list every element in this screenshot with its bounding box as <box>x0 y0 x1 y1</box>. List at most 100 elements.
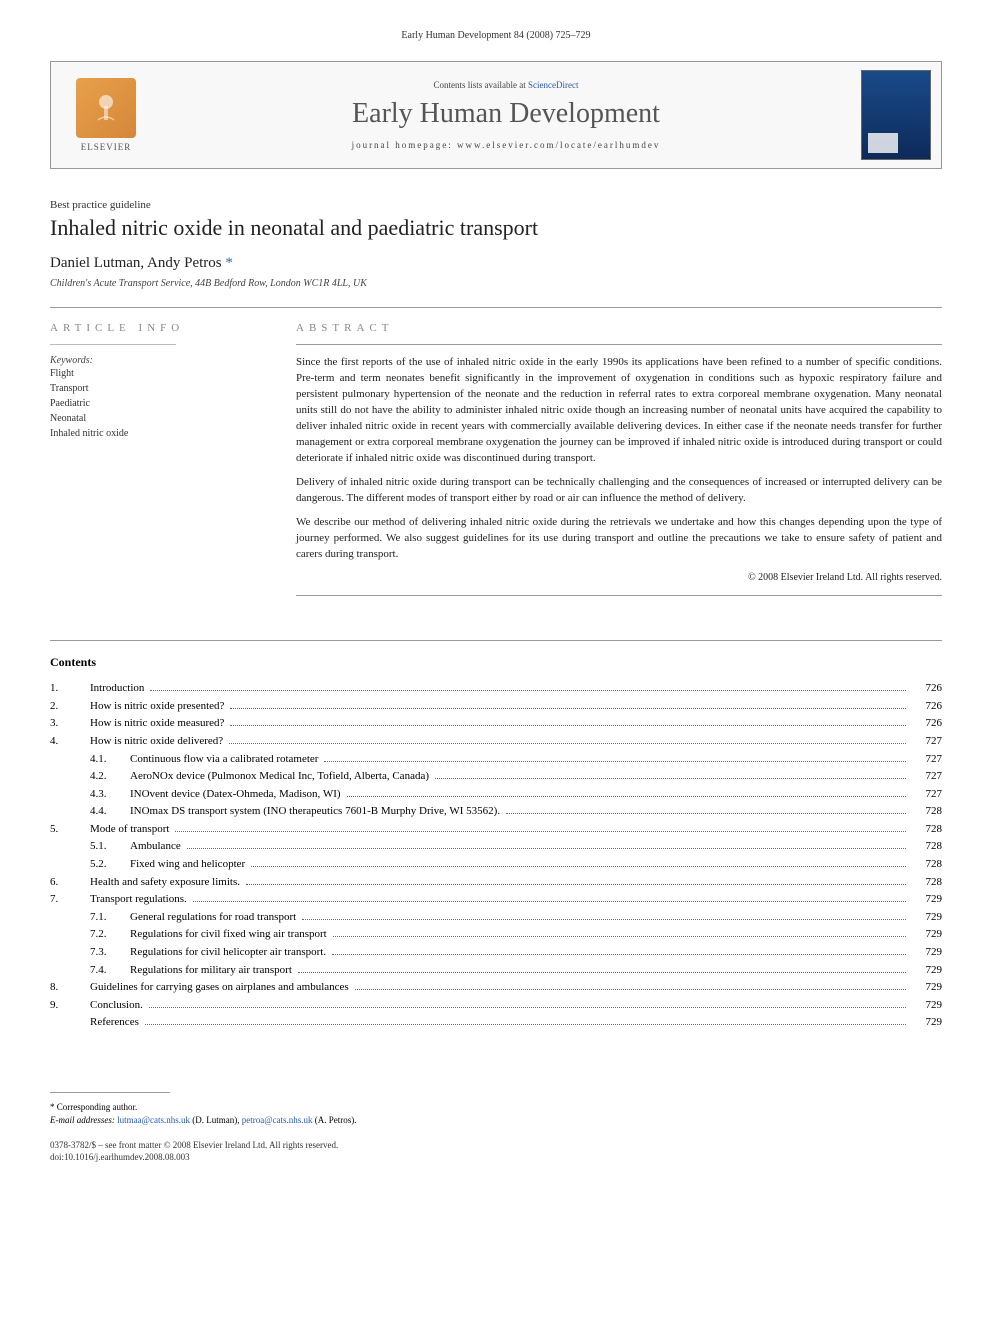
toc-num: 7.4. <box>90 962 130 980</box>
masthead-center: Contents lists available at ScienceDirec… <box>161 62 851 168</box>
toc-num: 8. <box>50 979 90 997</box>
keyword-item: Neonatal <box>50 411 260 426</box>
email-link-2[interactable]: petroa@cats.nhs.uk <box>242 1115 313 1125</box>
toc-title: Regulations for civil helicopter air tra… <box>130 944 326 962</box>
journal-name: Early Human Development <box>171 98 841 130</box>
article-info-col: ARTICLE INFO Keywords: FlightTransportPa… <box>50 322 260 610</box>
contents-available-line: Contents lists available at ScienceDirec… <box>171 80 841 90</box>
toc-leader-dots <box>150 690 906 691</box>
keyword-item: Inhaled nitric oxide <box>50 426 260 441</box>
toc-title: Fixed wing and helicopter <box>130 856 245 874</box>
homepage-label: journal homepage: <box>352 140 457 150</box>
toc-leader-dots <box>355 989 906 990</box>
toc-leader-dots <box>324 761 906 762</box>
toc-row: 4.4.INOmax DS transport system (INO ther… <box>50 803 942 821</box>
toc-leader-dots <box>229 743 906 744</box>
toc-leader-dots <box>187 848 906 849</box>
toc-leader-dots <box>333 936 906 937</box>
toc-title: Mode of transport <box>90 821 169 839</box>
toc-row: 7.4.Regulations for military air transpo… <box>50 962 942 980</box>
article-title: Inhaled nitric oxide in neonatal and pae… <box>50 215 942 241</box>
toc-row: References729 <box>50 1014 942 1032</box>
toc-title: INOmax DS transport system (INO therapeu… <box>130 803 500 821</box>
toc-leader-dots <box>298 972 906 973</box>
toc-row: 7.3.Regulations for civil helicopter air… <box>50 944 942 962</box>
toc-page: 726 <box>912 698 942 716</box>
keyword-item: Paediatric <box>50 396 260 411</box>
toc-row: 7.Transport regulations.729 <box>50 891 942 909</box>
toc-title: How is nitric oxide delivered? <box>90 733 223 751</box>
toc-page: 729 <box>912 979 942 997</box>
toc-leader-dots <box>347 796 906 797</box>
toc-leader-dots <box>246 884 906 885</box>
toc-row: 5.Mode of transport728 <box>50 821 942 839</box>
toc-row: 5.2.Fixed wing and helicopter728 <box>50 856 942 874</box>
running-header: Early Human Development 84 (2008) 725–72… <box>50 30 942 41</box>
journal-cover-icon <box>861 70 931 160</box>
toc-row: 6.Health and safety exposure limits.728 <box>50 874 942 892</box>
article-type: Best practice guideline <box>50 199 942 211</box>
toc-page: 727 <box>912 786 942 804</box>
toc-row: 5.1.Ambulance728 <box>50 838 942 856</box>
toc-row: 2.How is nitric oxide presented?726 <box>50 698 942 716</box>
toc-num: 4. <box>50 733 90 751</box>
toc-title: How is nitric oxide presented? <box>90 698 224 716</box>
toc-title: How is nitric oxide measured? <box>90 715 224 733</box>
toc-num: 7.2. <box>90 926 130 944</box>
email-label: E-mail addresses: <box>50 1115 117 1125</box>
info-abstract-row: ARTICLE INFO Keywords: FlightTransportPa… <box>50 322 942 610</box>
toc-row: 4.2.AeroNOx device (Pulmonox Medical Inc… <box>50 768 942 786</box>
toc-title: Ambulance <box>130 838 181 856</box>
toc-title: AeroNOx device (Pulmonox Medical Inc, To… <box>130 768 429 786</box>
toc-num: 4.4. <box>90 803 130 821</box>
email-line: E-mail addresses: lutmaa@cats.nhs.uk (D.… <box>50 1114 942 1127</box>
issn-block: 0378-3782/$ – see front matter © 2008 El… <box>50 1140 942 1163</box>
toc-page: 729 <box>912 909 942 927</box>
toc-row: 7.1.General regulations for road transpo… <box>50 909 942 927</box>
toc-title: Conclusion. <box>90 997 143 1015</box>
author-list: Daniel Lutman, Andy Petros * <box>50 255 942 272</box>
divider <box>50 640 942 641</box>
article-info-heading: ARTICLE INFO <box>50 322 260 334</box>
toc-title: General regulations for road transport <box>130 909 296 927</box>
toc-row: 9.Conclusion. 729 <box>50 997 942 1015</box>
toc-row: 1.Introduction726 <box>50 680 942 698</box>
toc-num: 3. <box>50 715 90 733</box>
footnote-separator <box>50 1092 170 1093</box>
toc-row: 4.3.INOvent device (Datex-Ohmeda, Madiso… <box>50 786 942 804</box>
abstract-copyright: © 2008 Elsevier Ireland Ltd. All rights … <box>296 571 942 586</box>
toc-row: 4.How is nitric oxide delivered? 727 <box>50 733 942 751</box>
toc-leader-dots <box>149 1007 906 1008</box>
email1-who: (D. Lutman), <box>190 1115 242 1125</box>
abstract-p2: Delivery of inhaled nitric oxide during … <box>296 475 942 507</box>
toc-leader-dots <box>193 901 906 902</box>
corr-author-line: * Corresponding author. <box>50 1101 942 1114</box>
toc-page: 726 <box>912 715 942 733</box>
email-link-1[interactable]: lutmaa@cats.nhs.uk <box>117 1115 190 1125</box>
keyword-item: Transport <box>50 381 260 396</box>
toc-leader-dots <box>145 1024 906 1025</box>
journal-homepage-line: journal homepage: www.elsevier.com/locat… <box>171 140 841 150</box>
cover-thumb-wrap <box>851 62 941 168</box>
corresponding-footnote: * Corresponding author. E-mail addresses… <box>50 1101 942 1126</box>
publisher-name: ELSEVIER <box>81 142 132 152</box>
toc-page: 727 <box>912 733 942 751</box>
toc-num: 4.1. <box>90 751 130 769</box>
toc-num: 1. <box>50 680 90 698</box>
toc-page: 729 <box>912 997 942 1015</box>
toc-title: Introduction <box>90 680 144 698</box>
toc-num: 5.1. <box>90 838 130 856</box>
journal-masthead: ELSEVIER Contents lists available at Sci… <box>50 61 942 169</box>
sciencedirect-link[interactable]: ScienceDirect <box>528 80 578 90</box>
toc-row: 7.2.Regulations for civil fixed wing air… <box>50 926 942 944</box>
abstract-p1: Since the first reports of the use of in… <box>296 355 942 467</box>
toc-num: 9. <box>50 997 90 1015</box>
toc-num: 7.3. <box>90 944 130 962</box>
toc-num: 5.2. <box>90 856 130 874</box>
toc-num: 7.1. <box>90 909 130 927</box>
authors-text: Daniel Lutman, Andy Petros <box>50 255 222 271</box>
toc-leader-dots <box>435 778 906 779</box>
keywords-list: FlightTransportPaediatricNeonatalInhaled… <box>50 366 260 441</box>
corresponding-star-icon: * <box>222 255 233 271</box>
toc-leader-dots <box>251 866 906 867</box>
